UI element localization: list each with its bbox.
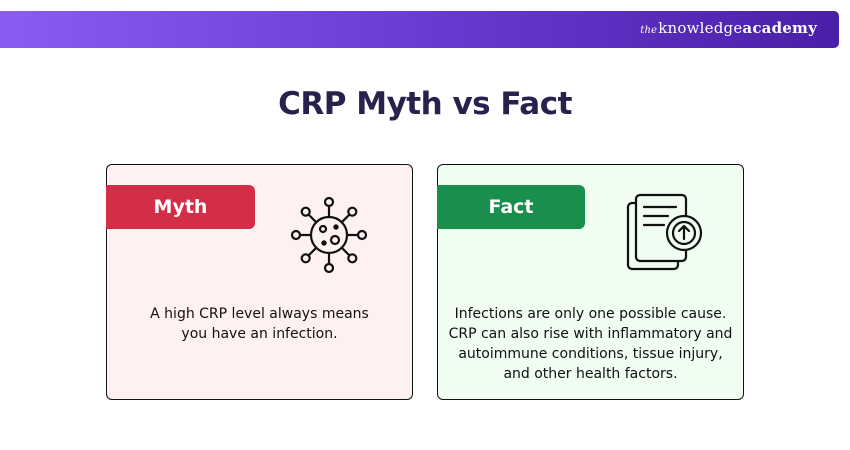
virus-icon <box>290 196 368 274</box>
brand-academy: academy <box>742 19 817 37</box>
header-banner: theknowledgeacademy <box>0 11 839 48</box>
brand-the: the <box>640 25 658 36</box>
brand-knowledge: knowledge <box>658 19 743 37</box>
fact-tag: Fact <box>437 185 585 229</box>
brand-logo[interactable]: theknowledgeacademy <box>640 19 817 37</box>
document-upload-icon <box>626 193 703 271</box>
myth-card: Myth A high CRP level always means you h… <box>106 164 413 400</box>
myth-text: A high CRP level always means you have a… <box>150 306 369 342</box>
page-title: CRP Myth vs Fact <box>278 86 572 122</box>
myth-tag: Myth <box>106 185 255 229</box>
fact-text: Infections are only one possible cause. … <box>448 306 733 382</box>
fact-card: Fact Infections are only one possible ca… <box>437 164 744 400</box>
